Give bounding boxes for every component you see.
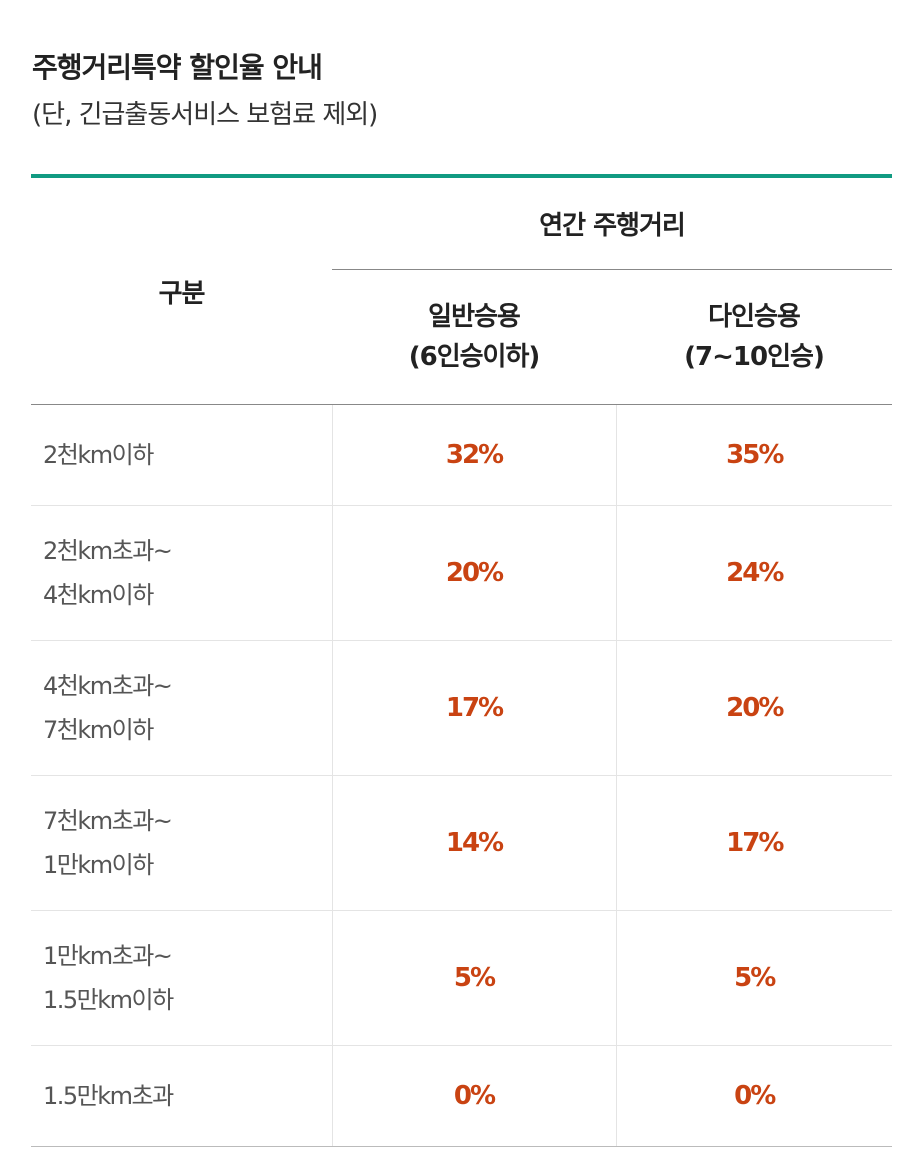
row-label-line: 1.5만km이하 <box>43 986 174 1014</box>
column-header-line: (7~10인승) <box>684 342 825 372</box>
row-label: 2천km초과~ 4천km이하 <box>31 505 332 641</box>
table-row: 2천km이하 32% 35% <box>31 404 893 506</box>
rate-cell-multi: 20% <box>615 640 893 776</box>
rate-cell-multi: 5% <box>615 910 893 1046</box>
row-label-line: 4천km초과~ <box>43 672 173 700</box>
table-row: 1만km초과~ 1.5만km이하 5% 5% <box>31 910 893 1046</box>
row-label-line: 2천km초과~ <box>43 537 173 565</box>
row-label: 1만km초과~ 1.5만km이하 <box>31 910 332 1046</box>
rate-cell-multi: 0% <box>615 1045 893 1147</box>
table-row: 7천km초과~ 1만km이하 14% 17% <box>31 775 893 911</box>
rate-cell-multi: 35% <box>615 404 893 506</box>
column-header-line: (6인승이하) <box>408 342 541 372</box>
row-label-line: 7천km초과~ <box>43 807 173 835</box>
row-label-line: 2천km이하 <box>43 441 154 469</box>
row-label: 4천km초과~ 7천km이하 <box>31 640 332 776</box>
rate-cell-multi: 17% <box>615 775 893 911</box>
column-header-line: 다인승용 <box>708 302 801 332</box>
rate-cell-standard: 17% <box>331 640 616 776</box>
page-subtitle: (단, 긴급출동서비스 보험료 제외) <box>32 100 378 130</box>
table-top-rule <box>31 174 892 178</box>
row-label: 1.5만km초과 <box>31 1045 332 1147</box>
discount-rate-table: 구분 연간 주행거리 일반승용 (6인승이하) 다인승용 (7~10인승) 2천… <box>31 178 893 1147</box>
table-subheader-row: 일반승용 (6인승이하) 다인승용 (7~10인승) <box>31 269 893 405</box>
group-header: 연간 주행거리 <box>332 178 893 270</box>
column-header-multi: 다인승용 (7~10인승) <box>616 269 893 405</box>
rate-cell-standard: 0% <box>331 1045 616 1147</box>
rate-cell-standard: 14% <box>331 775 616 911</box>
row-label: 2천km이하 <box>31 404 332 506</box>
rate-cell-standard: 5% <box>331 910 616 1046</box>
table-row: 1.5만km초과 0% 0% <box>31 1045 893 1147</box>
row-label-line: 1만km이하 <box>43 851 154 879</box>
column-header-line: 일반승용 <box>428 302 521 332</box>
row-label: 7천km초과~ 1만km이하 <box>31 775 332 911</box>
page-title: 주행거리특약 할인율 안내 <box>32 51 323 84</box>
corner-header: 구분 <box>31 178 332 405</box>
table-header-row: 구분 연간 주행거리 <box>31 178 893 405</box>
rate-cell-multi: 24% <box>615 505 893 641</box>
table-row: 2천km초과~ 4천km이하 20% 24% <box>31 505 893 641</box>
column-header-standard: 일반승용 (6인승이하) <box>332 269 616 405</box>
row-label-line: 7천km이하 <box>43 716 154 744</box>
rate-cell-standard: 32% <box>331 404 616 506</box>
row-label-line: 1만km초과~ <box>43 942 173 970</box>
row-label-line: 4천km이하 <box>43 581 154 609</box>
row-label-line: 1.5만km초과 <box>43 1082 174 1110</box>
rate-cell-standard: 20% <box>331 505 616 641</box>
table-row: 4천km초과~ 7천km이하 17% 20% <box>31 640 893 776</box>
